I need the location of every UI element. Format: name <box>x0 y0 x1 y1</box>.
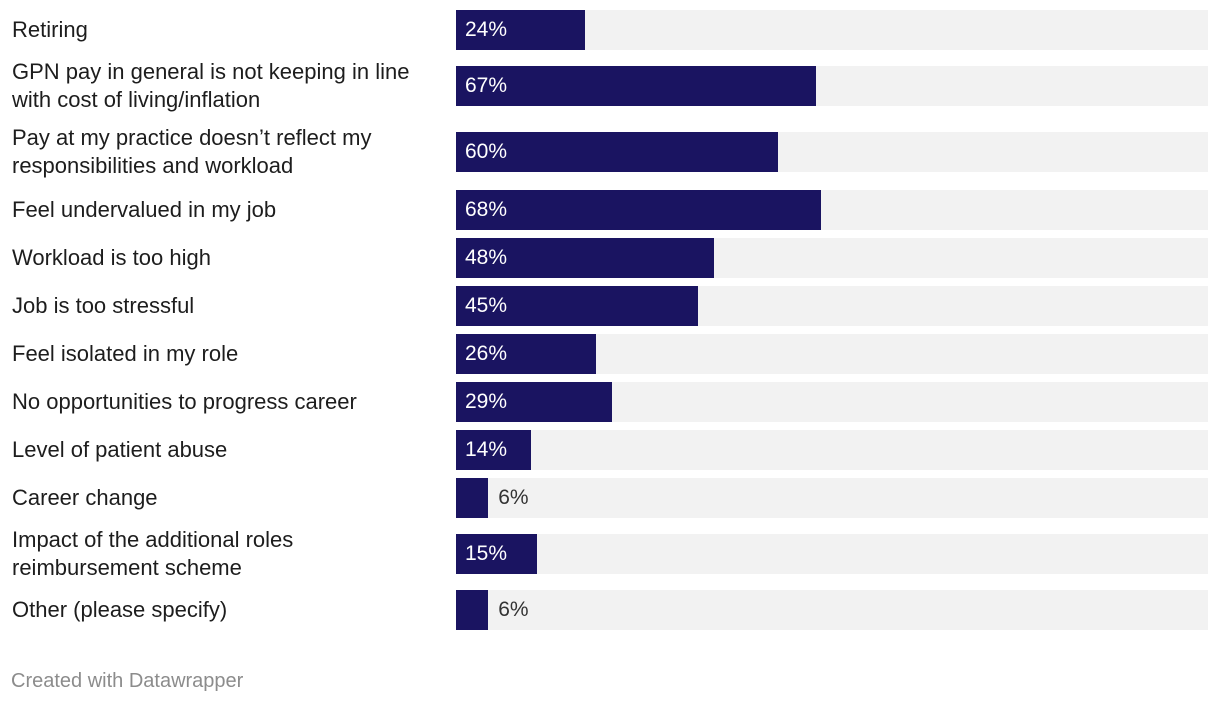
bar-value-label: 67% <box>465 74 508 97</box>
category-label: Impact of the additional roles reimburse… <box>12 527 294 580</box>
bar-track: 6% <box>456 478 1208 518</box>
category-label: GPN pay in general is not keeping in lin… <box>12 59 410 112</box>
chart-row: No opportunities to progress career 29% <box>0 378 1220 426</box>
bar-track: 24% <box>456 10 1208 50</box>
category-label: No opportunities to progress career <box>12 389 357 414</box>
bar-value-label: 68% <box>465 198 508 221</box>
datawrapper-credit: Created with Datawrapper <box>11 670 244 692</box>
chart-row: Job is too stressful 45% <box>0 282 1220 330</box>
bar <box>456 286 698 326</box>
bar-track: 26% <box>456 334 1208 374</box>
bar-value-label: 60% <box>465 140 508 163</box>
bar-chart: Retiring 24% GPN pay in general is not kee… <box>0 10 1220 634</box>
bar-track: 67% <box>456 66 1208 106</box>
bar <box>456 382 612 422</box>
category-label: Career change <box>12 485 158 510</box>
bar-track: 14% <box>456 430 1208 470</box>
chart-row: Career change 6% <box>0 474 1220 522</box>
category-label: Other (please specify) <box>12 597 228 622</box>
bar-track: 29% <box>456 382 1208 422</box>
bar-value-label: 6% <box>498 486 529 509</box>
bar <box>456 590 489 630</box>
bar-track: 60% <box>456 132 1208 172</box>
bar-track: 6% <box>456 590 1208 630</box>
category-label: Feel undervalued in my job <box>12 197 277 222</box>
chart-row: Workload is too high 48% <box>0 234 1220 282</box>
category-label: Retiring <box>12 17 88 42</box>
bar-value-label: 15% <box>465 542 508 565</box>
category-label: Job is too stressful <box>12 293 195 318</box>
category-label: Pay at my practice doesn’t reflect my re… <box>12 125 372 178</box>
bar <box>456 66 816 106</box>
chart-row: Retiring 24% <box>0 10 1220 50</box>
chart-row: Feel undervalued in my job 68% <box>0 190 1220 230</box>
chart-row: GPN pay in general is not keeping in lin… <box>0 58 1220 114</box>
chart-row: Impact of the additional roles reimburse… <box>0 526 1220 582</box>
bar <box>456 238 714 278</box>
bar <box>456 430 532 470</box>
bar <box>456 10 585 50</box>
bar-track: 45% <box>456 286 1208 326</box>
bar <box>456 534 537 574</box>
category-label: Workload is too high <box>12 245 211 270</box>
bar-value-label: 45% <box>465 294 508 317</box>
bar-value-label: 26% <box>465 342 508 365</box>
bar-value-label: 6% <box>498 598 529 621</box>
chart-row: Level of patient abuse 14% <box>0 426 1220 474</box>
bar-value-label: 29% <box>465 390 508 413</box>
bar <box>456 132 779 172</box>
category-label: Feel isolated in my role <box>12 341 239 366</box>
chart-row: Other (please specify) 6% <box>0 586 1220 634</box>
bar-track: 48% <box>456 238 1208 278</box>
bar-value-label: 14% <box>465 438 508 461</box>
bar-track: 68% <box>456 190 1208 230</box>
bar <box>456 334 596 374</box>
bar-value-label: 48% <box>465 246 508 269</box>
bar-track: 15% <box>456 534 1208 574</box>
category-label: Level of patient abuse <box>12 437 228 462</box>
chart-row: Feel isolated in my role 26% <box>0 330 1220 378</box>
bar <box>456 190 822 230</box>
chart-row: Pay at my practice doesn’t reflect my re… <box>0 122 1220 182</box>
bar <box>456 478 489 518</box>
bar-value-label: 24% <box>465 18 508 41</box>
